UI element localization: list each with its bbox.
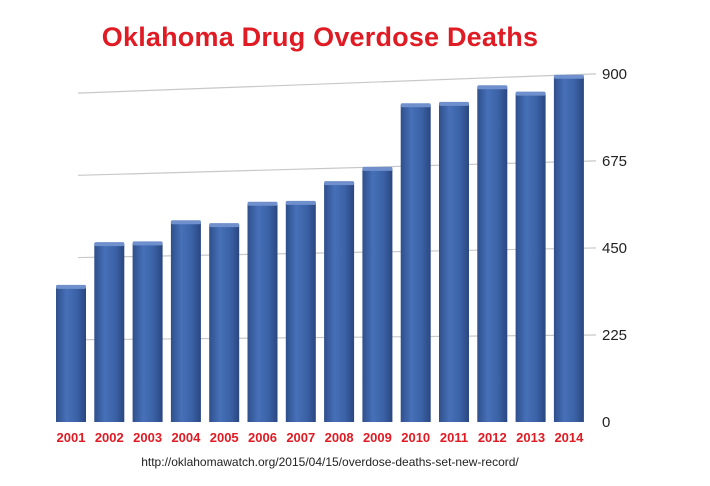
bar-body [94,244,125,422]
bar-cap [439,101,469,106]
bar-body [324,183,355,422]
bar-cap [56,284,86,289]
bar-body [170,222,201,422]
x-tick-label: 2008 [325,430,354,445]
bar-cap [132,241,163,246]
x-tick-label: 2003 [133,430,162,445]
bar [94,242,125,422]
bar-cap [324,181,355,186]
bar-body [132,243,163,422]
bar-cap [515,91,546,96]
source-url: http://oklahomawatch.org/2015/04/15/over… [141,455,519,469]
bar [400,103,431,422]
x-tick-label: 2011 [440,430,468,445]
x-tick-label: 2010 [401,430,430,445]
bar [439,101,469,422]
bar [553,74,584,423]
bar-body [285,202,316,422]
bar-cap [553,74,584,79]
bar-body [400,105,431,422]
x-tick-label: 2005 [210,430,239,445]
y-tick-label: 675 [602,153,627,170]
x-tick-label: 2007 [286,430,315,445]
bar-body [247,203,278,422]
bar [247,201,278,422]
y-tick-label: 900 [602,66,627,83]
bar-cap [400,103,431,108]
y-tick-label: 0 [602,414,610,431]
gridline [77,73,597,94]
bar-body [209,225,240,422]
bar [285,200,316,422]
x-tick-label: 2004 [171,430,201,445]
bar [515,91,546,422]
bar-body [56,286,86,422]
y-tick-label: 450 [602,240,627,257]
y-tick-label: 225 [602,327,627,344]
x-tick-label: 2012 [478,430,507,445]
bar-body [439,103,469,422]
bar-body [362,168,393,422]
x-tick-label: 2013 [516,430,545,445]
bar-body [515,93,546,422]
gridline [77,160,597,176]
x-tick-label: 2014 [554,430,584,445]
x-tick-label: 2001 [57,430,86,445]
bar [209,223,240,422]
bar [324,181,355,422]
bar-body [477,87,508,423]
bar-cap [209,223,240,228]
bar-body [553,76,584,423]
x-tick-label: 2006 [248,430,277,445]
chart-title: Oklahoma Drug Overdose Deaths [102,22,538,52]
bar [477,85,508,423]
y-axis: 0 225 450 675 900 [602,66,627,431]
bars [56,74,584,423]
bar-cap [247,201,278,206]
x-axis: 2001 2002 2003 2004 2005 2006 2007 2008 2009 2010… [57,430,585,445]
bar [132,241,163,422]
bar-cap [170,220,201,225]
bar [170,220,201,422]
bar-cap [362,166,393,171]
bar [56,284,86,422]
bar [362,166,393,422]
bar-cap [285,200,316,205]
bar-cap [477,85,508,90]
x-tick-label: 2002 [95,430,124,445]
bar-cap [94,242,125,247]
x-tick-label: 2009 [363,430,392,445]
